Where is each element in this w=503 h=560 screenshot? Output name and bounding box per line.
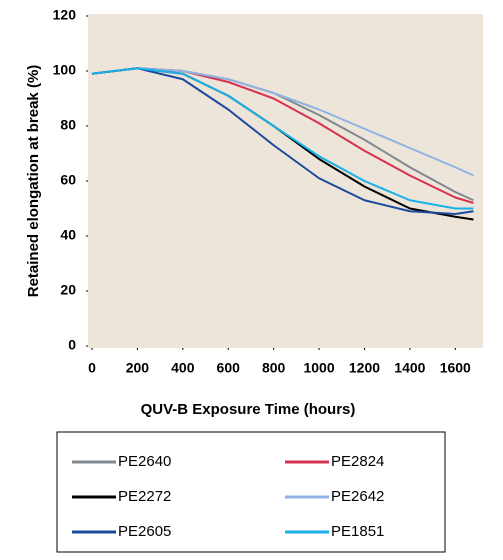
legend-label: PE2824 bbox=[331, 453, 384, 470]
x-tick-label: 800 bbox=[262, 360, 286, 376]
x-tick-label: 400 bbox=[171, 360, 195, 376]
legend-label: PE2272 bbox=[118, 488, 171, 505]
y-tick-label: 80 bbox=[60, 117, 76, 133]
x-tick-label: 1000 bbox=[303, 360, 334, 376]
x-tick-label: 1600 bbox=[440, 360, 471, 376]
legend-label: PE2642 bbox=[331, 488, 384, 505]
series-line bbox=[91, 67, 474, 177]
x-axis-title: QUV-B Exposure Time (hours) bbox=[141, 401, 356, 418]
y-axis-title: Retained elongation at break (%) bbox=[25, 65, 42, 298]
x-tick-label: 0 bbox=[88, 360, 96, 376]
legend-box bbox=[56, 431, 446, 553]
x-tick-label: 600 bbox=[217, 360, 241, 376]
x-tick-label: 200 bbox=[126, 360, 150, 376]
y-tick-label: 0 bbox=[68, 337, 76, 353]
series-line bbox=[91, 67, 474, 210]
legend-label: PE2605 bbox=[118, 523, 171, 540]
y-tick-label: 60 bbox=[60, 172, 76, 188]
x-tick-label: 1400 bbox=[394, 360, 425, 376]
y-tick-label: 100 bbox=[53, 62, 77, 78]
y-tick-label: 20 bbox=[60, 282, 76, 298]
y-tick-label: 120 bbox=[53, 7, 77, 23]
x-tick-label: 1200 bbox=[349, 360, 380, 376]
legend-label: PE2640 bbox=[118, 453, 171, 470]
legend-label: PE1851 bbox=[331, 523, 384, 540]
y-tick-label: 40 bbox=[60, 227, 76, 243]
plot-area bbox=[88, 14, 483, 348]
series-line bbox=[91, 67, 474, 215]
